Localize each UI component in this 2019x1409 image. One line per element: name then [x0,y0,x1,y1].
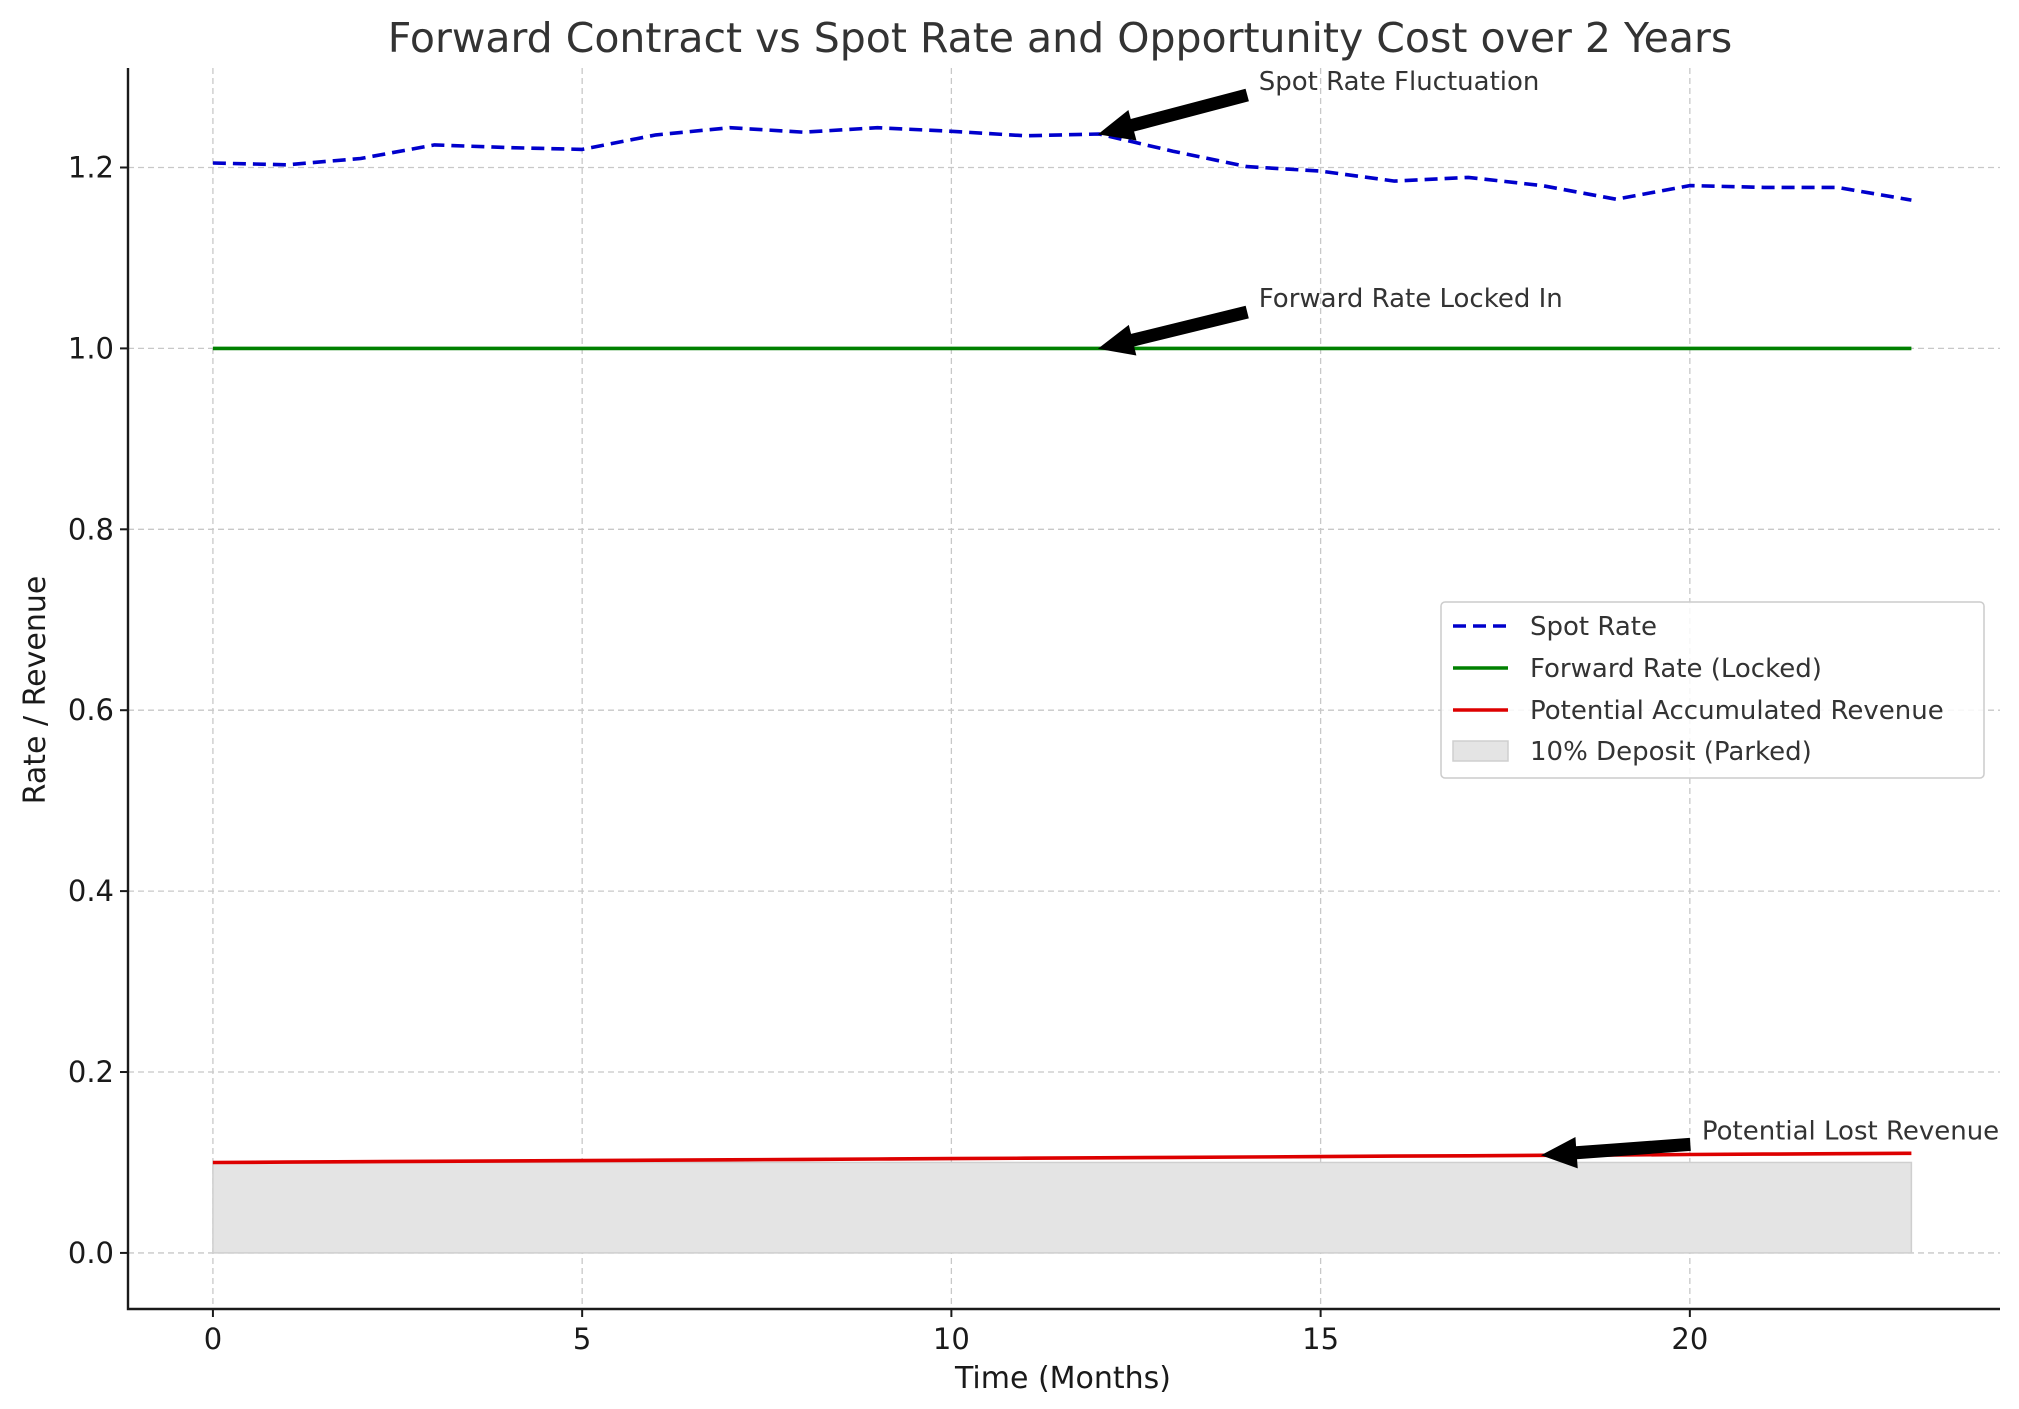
annotations: Spot Rate Fluctuation Forward Rate Locked… [1097,67,1999,1169]
y-tick-label-1: 0.2 [68,1055,114,1089]
x-tick-label-2: 10 [933,1322,970,1356]
annotation-label-0: Spot Rate Fluctuation [1259,67,1540,97]
y-tick-label-4: 0.8 [68,512,114,546]
legend: Spot Rate Forward Rate (Locked) Potentia… [1440,601,1985,779]
x-tick-label-0: 0 [204,1322,222,1356]
annotation-label-1: Forward Rate Locked In [1259,284,1563,314]
x-tick-label-4: 20 [1671,1322,1708,1356]
legend-label-deposit: 10% Deposit (Parked) [1530,737,1812,767]
legend-box [1440,601,1985,779]
annotation-arrow-1 [1097,305,1249,356]
y-axis-ticks: 0.0 0.2 0.4 0.6 0.8 1.0 1.2 [68,150,128,1270]
annotation-arrow-0 [1097,88,1249,141]
y-tick-label-0: 0.0 [68,1236,114,1270]
deposit-area [212,1161,1913,1254]
legend-label-spot-rate: Spot Rate [1530,612,1657,642]
legend-label-accumulated-revenue: Potential Accumulated Revenue [1530,696,1944,726]
axis-spines [126,68,2000,1311]
y-tick-label-3: 0.6 [68,693,114,727]
x-axis-label: Time (Months) [954,1361,1171,1396]
x-axis-ticks: 0 5 10 15 20 [204,1309,1708,1356]
y-tick-label-5: 1.0 [68,331,114,365]
series-line-spot-rate [212,125,1912,202]
y-tick-label-2: 0.4 [68,874,114,908]
x-tick-label-3: 15 [1302,1322,1339,1356]
legend-swatch-deposit [1452,740,1509,762]
annotation-arrow-2 [1540,1136,1691,1169]
y-tick-label-6: 1.2 [68,150,114,184]
deposit-fill-area [212,1161,1913,1254]
annotation-label-2: Potential Lost Revenue [1702,1116,1999,1146]
legend-label-forward-rate: Forward Rate (Locked) [1530,654,1822,684]
axes [126,68,2000,1311]
chart-title: Forward Contract vs Spot Rate and Opport… [388,14,1732,62]
x-tick-label-1: 5 [573,1322,591,1356]
y-axis-label: Rate / Revenue [18,576,53,805]
